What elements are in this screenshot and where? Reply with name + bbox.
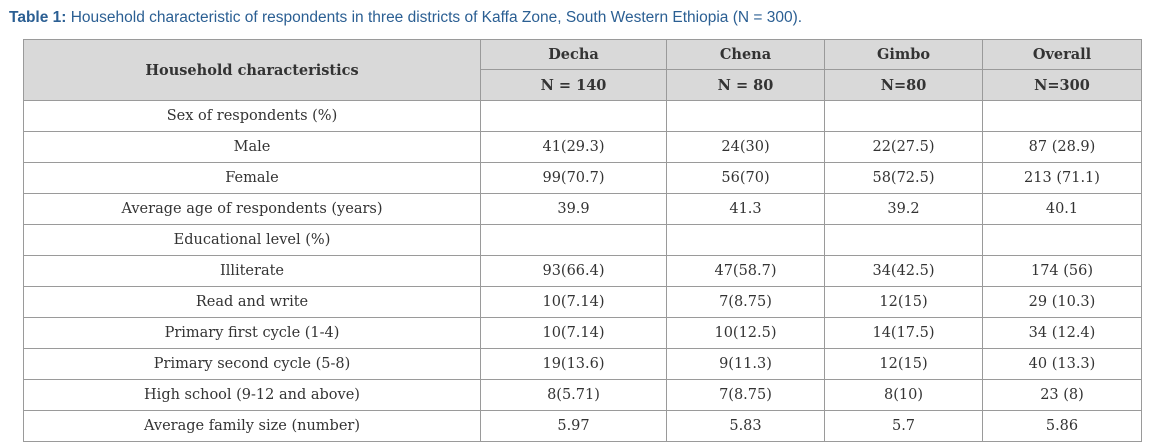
row-label: Read and write xyxy=(23,286,481,318)
row-label: Primary second cycle (5-8) xyxy=(23,348,481,380)
cell-overall xyxy=(982,224,1142,256)
row-label: High school (9-12 and above) xyxy=(23,379,481,411)
cell-chena: 24(30) xyxy=(666,131,825,163)
cell-decha: 10(7.14) xyxy=(480,286,667,318)
col-header-chena: Chena xyxy=(666,39,825,70)
cell-chena: 41.3 xyxy=(666,193,825,225)
col-n-gimbo: N=80 xyxy=(824,69,983,101)
cell-gimbo: 34(42.5) xyxy=(824,255,983,287)
cell-chena: 10(12.5) xyxy=(666,317,825,349)
table-row: Male 41(29.3) 24(30) 22(27.5) 87 (28.9) xyxy=(23,131,1142,163)
cell-decha: 93(66.4) xyxy=(480,255,667,287)
cell-chena: 9(11.3) xyxy=(666,348,825,380)
table-row: Average family size (number) 5.97 5.83 5… xyxy=(23,410,1142,442)
col-header-gimbo: Gimbo xyxy=(824,39,983,70)
cell-overall: 23 (8) xyxy=(982,379,1142,411)
cell-gimbo: 12(15) xyxy=(824,286,983,318)
row-label: Sex of respondents (%) xyxy=(23,100,481,132)
row-label: Illiterate xyxy=(23,255,481,287)
col-header-overall: Overall xyxy=(982,39,1142,70)
col-header-decha: Decha xyxy=(480,39,667,70)
cell-chena xyxy=(666,100,825,132)
table-row: Average age of respondents (years) 39.9 … xyxy=(23,193,1142,225)
col-n-overall: N=300 xyxy=(982,69,1142,101)
cell-chena: 7(8.75) xyxy=(666,379,825,411)
table-row: High school (9-12 and above) 8(5.71) 7(8… xyxy=(23,379,1142,411)
cell-overall: 5.86 xyxy=(982,410,1142,442)
table-row: Educational level (%) xyxy=(23,224,1142,256)
cell-overall xyxy=(982,100,1142,132)
caption-text: Household characteristic of respondents … xyxy=(66,9,803,26)
cell-gimbo: 5.7 xyxy=(824,410,983,442)
cell-chena: 7(8.75) xyxy=(666,286,825,318)
cell-gimbo: 14(17.5) xyxy=(824,317,983,349)
cell-gimbo xyxy=(824,224,983,256)
cell-decha: 8(5.71) xyxy=(480,379,667,411)
cell-decha: 19(13.6) xyxy=(480,348,667,380)
cell-overall: 87 (28.9) xyxy=(982,131,1142,163)
row-label: Female xyxy=(23,162,481,194)
cell-chena: 56(70) xyxy=(666,162,825,194)
cell-decha: 41(29.3) xyxy=(480,131,667,163)
cell-chena xyxy=(666,224,825,256)
table-row: Female 99(70.7) 56(70) 58(72.5) 213 (71.… xyxy=(23,162,1142,194)
cell-decha: 39.9 xyxy=(480,193,667,225)
cell-gimbo xyxy=(824,100,983,132)
cell-chena: 5.83 xyxy=(666,410,825,442)
caption-label: Table 1: xyxy=(9,9,67,26)
cell-decha: 99(70.7) xyxy=(480,162,667,194)
table-caption: Table 1: Household characteristic of res… xyxy=(9,9,802,27)
cell-gimbo: 8(10) xyxy=(824,379,983,411)
table-row: Primary second cycle (5-8) 19(13.6) 9(11… xyxy=(23,348,1142,380)
cell-overall: 29 (10.3) xyxy=(982,286,1142,318)
col-n-chena: N = 80 xyxy=(666,69,825,101)
cell-gimbo: 12(15) xyxy=(824,348,983,380)
household-table: Household characteristics Decha Chena Gi… xyxy=(23,39,1142,442)
cell-overall: 40 (13.3) xyxy=(982,348,1142,380)
cell-gimbo: 39.2 xyxy=(824,193,983,225)
row-label: Average age of respondents (years) xyxy=(23,193,481,225)
table-row: Sex of respondents (%) xyxy=(23,100,1142,132)
row-label: Male xyxy=(23,131,481,163)
row-header: Household characteristics xyxy=(23,39,481,101)
row-label: Primary first cycle (1-4) xyxy=(23,317,481,349)
cell-overall: 40.1 xyxy=(982,193,1142,225)
cell-gimbo: 22(27.5) xyxy=(824,131,983,163)
cell-decha xyxy=(480,224,667,256)
cell-decha: 5.97 xyxy=(480,410,667,442)
cell-decha: 10(7.14) xyxy=(480,317,667,349)
table-row: Primary first cycle (1-4) 10(7.14) 10(12… xyxy=(23,317,1142,349)
cell-overall: 213 (71.1) xyxy=(982,162,1142,194)
cell-overall: 34 (12.4) xyxy=(982,317,1142,349)
cell-chena: 47(58.7) xyxy=(666,255,825,287)
cell-decha xyxy=(480,100,667,132)
table-row: Illiterate 93(66.4) 47(58.7) 34(42.5) 17… xyxy=(23,255,1142,287)
cell-gimbo: 58(72.5) xyxy=(824,162,983,194)
col-n-decha: N = 140 xyxy=(480,69,667,101)
row-label: Average family size (number) xyxy=(23,410,481,442)
row-label: Educational level (%) xyxy=(23,224,481,256)
table-row: Read and write 10(7.14) 7(8.75) 12(15) 2… xyxy=(23,286,1142,318)
cell-overall: 174 (56) xyxy=(982,255,1142,287)
